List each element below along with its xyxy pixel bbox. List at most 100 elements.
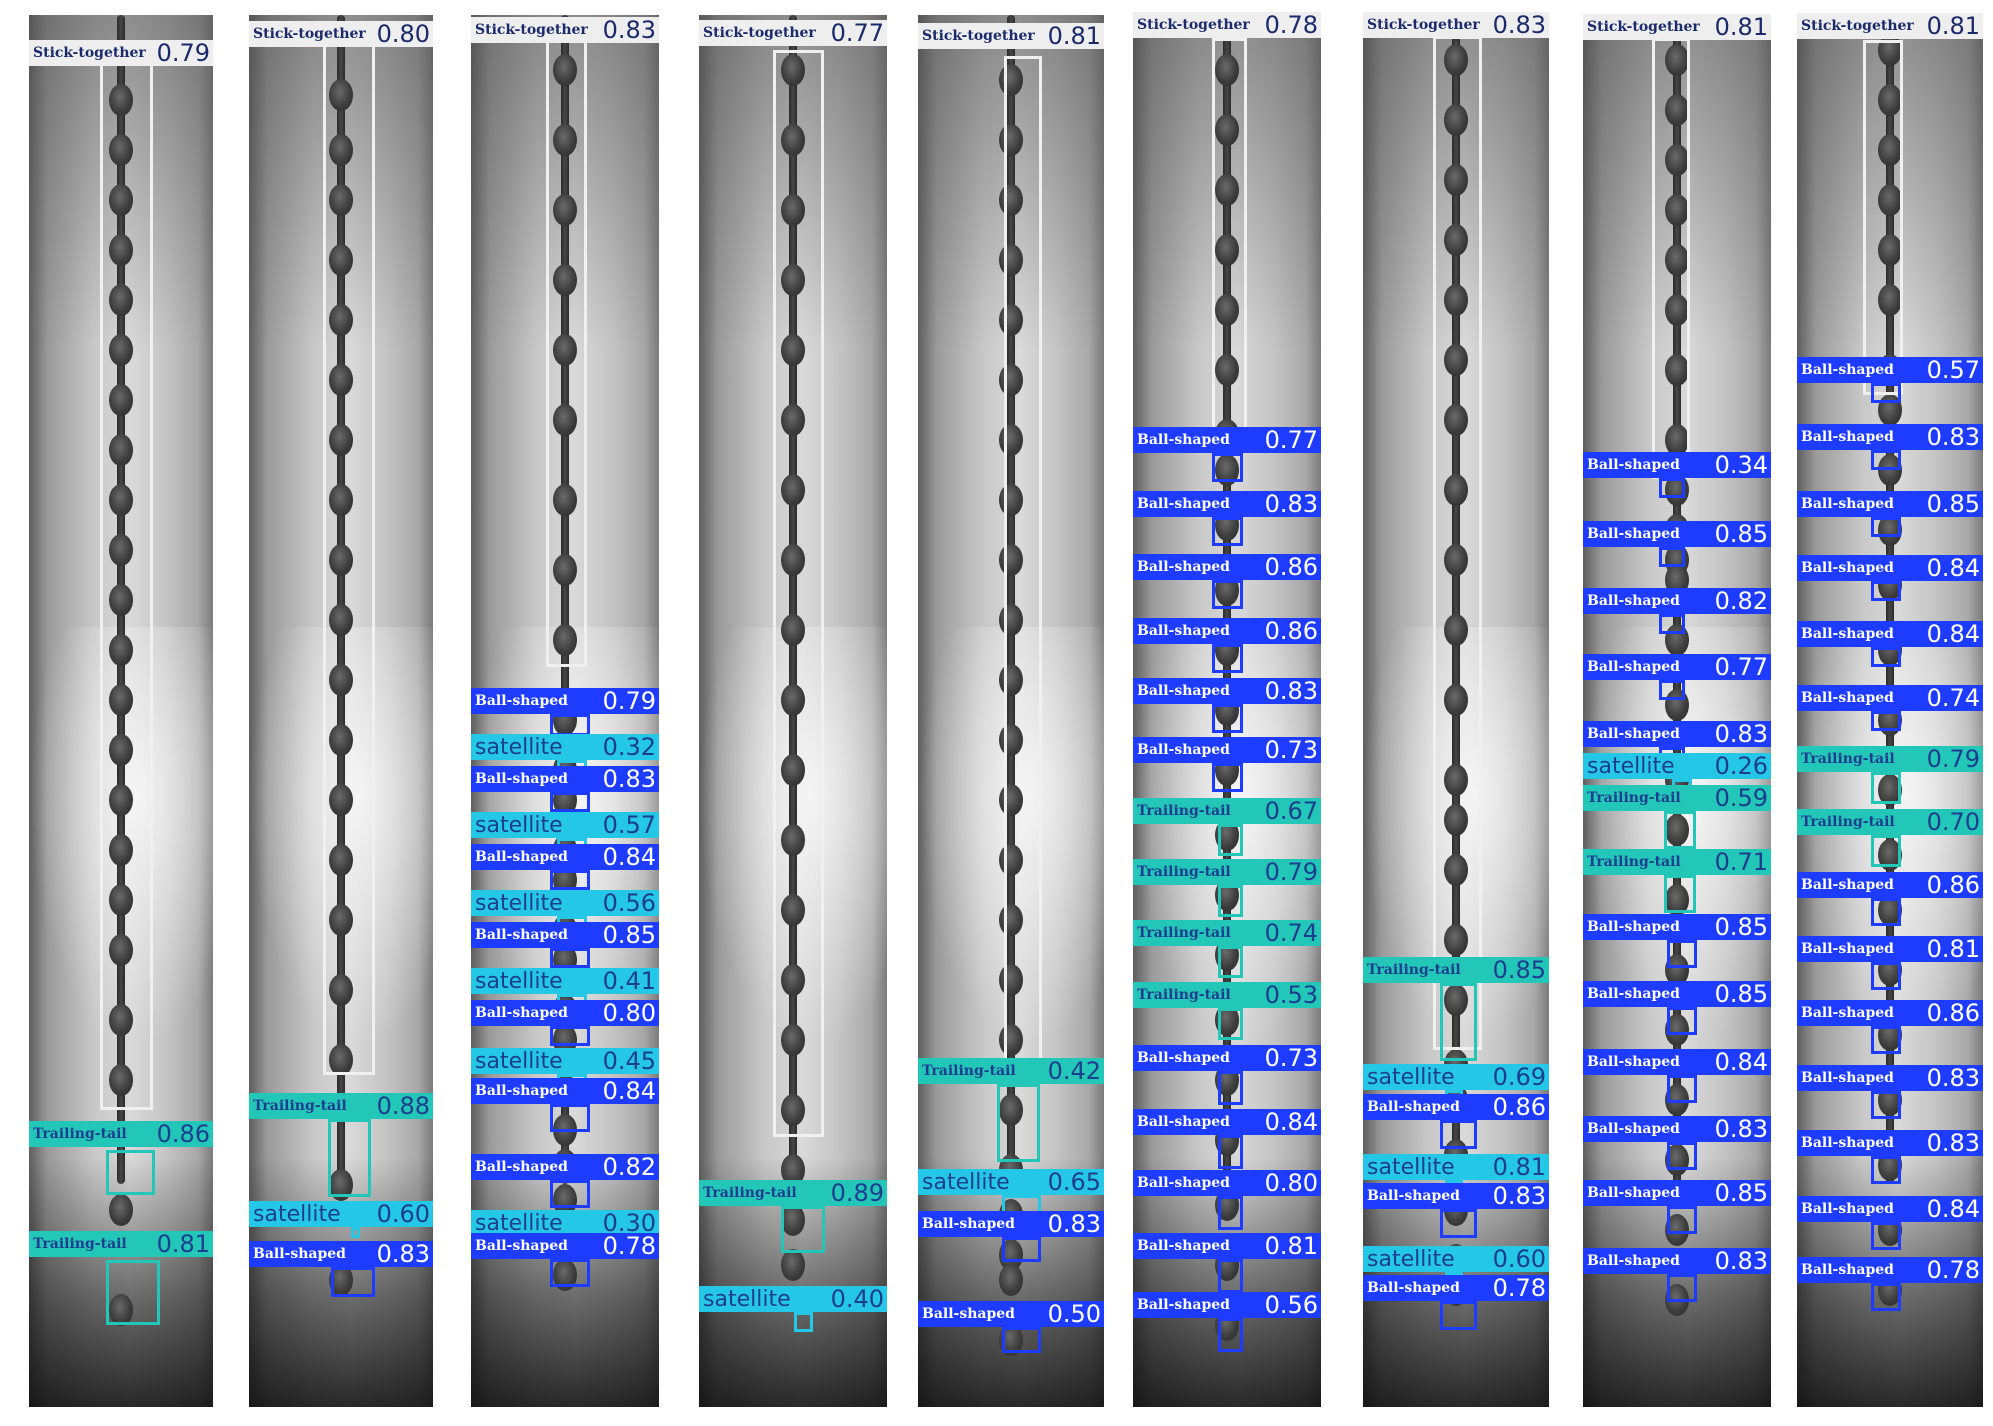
droplet	[109, 1194, 133, 1226]
detection-box-ball-shaped	[550, 948, 590, 968]
droplet	[1878, 34, 1902, 66]
droplet	[1444, 684, 1468, 716]
droplet	[1444, 764, 1468, 796]
detection-box-trailing-tail	[1871, 835, 1901, 867]
class-name: Ball-shaped	[1137, 1238, 1230, 1254]
droplet	[781, 894, 805, 926]
detection-box-ball-shaped	[1667, 1142, 1697, 1170]
class-name: Ball-shaped	[1801, 1135, 1894, 1151]
detection-box-ball-shaped	[550, 1104, 590, 1132]
detection-box-trailing-tail	[328, 1119, 371, 1197]
detection-box-satellite	[351, 1227, 360, 1238]
droplet	[781, 264, 805, 296]
confidence-score: 0.83	[602, 17, 656, 43]
class-name: Stick-together	[1801, 18, 1914, 34]
confidence-score: 0.50	[1047, 1301, 1101, 1327]
confidence-score: 0.81	[1714, 14, 1768, 40]
detection-label: Ball-shaped 0.80	[1133, 1170, 1321, 1196]
confidence-score: 0.59	[1714, 785, 1768, 811]
detection-box-ball-shaped	[1871, 1283, 1901, 1311]
detection-label: Stick-together 0.80	[249, 21, 433, 47]
confidence-score: 0.79	[1264, 859, 1318, 885]
detection-label: Ball-shaped 0.74	[1797, 685, 1983, 711]
detection-label: satellite 0.32	[471, 734, 659, 760]
detection-box-stick-together	[546, 34, 587, 667]
confidence-score: 0.74	[1926, 685, 1980, 711]
droplet	[1444, 284, 1468, 316]
detection-label: Ball-shaped 0.86	[1133, 618, 1321, 644]
class-name: satellite	[1367, 1246, 1455, 1272]
droplet	[781, 1024, 805, 1056]
detection-box-ball-shaped	[1667, 1274, 1697, 1302]
class-name: satellite	[475, 1210, 563, 1236]
droplet	[999, 244, 1023, 276]
confidence-score: 0.85	[1714, 1180, 1768, 1206]
confidence-score: 0.83	[1926, 1130, 1980, 1156]
confidence-score: 0.60	[1492, 1246, 1546, 1272]
droplet	[1878, 284, 1902, 316]
droplet	[109, 84, 133, 116]
detection-label: Ball-shaped 0.83	[1797, 424, 1983, 450]
class-name: Ball-shaped	[1801, 496, 1894, 512]
detection-label: Ball-shaped 0.85	[471, 922, 659, 948]
detection-label: Ball-shaped 0.84	[1583, 1049, 1771, 1075]
detection-box-ball-shaped	[1002, 1327, 1041, 1353]
class-name: Ball-shaped	[1801, 626, 1894, 642]
droplet	[1215, 234, 1239, 266]
confidence-score: 0.73	[1264, 1045, 1318, 1071]
class-name: Ball-shaped	[475, 849, 568, 865]
droplet	[999, 484, 1023, 516]
droplet	[109, 784, 133, 816]
detection-box-ball-shaped	[1871, 1091, 1901, 1119]
detection-label: Stick-together 0.77	[699, 20, 887, 46]
droplet	[1215, 294, 1239, 326]
droplet	[999, 904, 1023, 936]
detection-label: Ball-shaped 0.83	[1583, 1116, 1771, 1142]
liquid-jet	[337, 15, 345, 1185]
detection-label: Ball-shaped 0.73	[1133, 737, 1321, 763]
detection-label: Ball-shaped 0.82	[471, 1154, 659, 1180]
confidence-score: 0.77	[1264, 427, 1318, 453]
detection-label: Trailing-tail 0.79	[1797, 746, 1983, 772]
droplet	[109, 834, 133, 866]
confidence-score: 0.81	[1047, 23, 1101, 49]
droplet	[781, 1249, 805, 1281]
class-name: Ball-shaped	[1801, 877, 1894, 893]
class-name: Stick-together	[33, 45, 146, 61]
droplet	[781, 474, 805, 506]
droplet	[999, 64, 1023, 96]
confidence-score: 0.81	[1926, 13, 1980, 39]
class-name: satellite	[475, 968, 563, 994]
confidence-score: 0.56	[1264, 1292, 1318, 1318]
droplet	[553, 264, 577, 296]
detection-box-ball-shaped	[1212, 580, 1243, 609]
detection-box-ball-shaped	[1659, 680, 1685, 700]
detection-label: Stick-together 0.81	[1797, 13, 1983, 39]
detection-box-ball-shaped	[1871, 711, 1901, 731]
detection-box-ball-shaped	[1659, 614, 1685, 634]
class-name: Ball-shaped	[1137, 496, 1230, 512]
class-name: Ball-shaped	[922, 1216, 1015, 1232]
detection-box-stick-together	[1433, 36, 1482, 1050]
detection-box-trailing-tail	[106, 1150, 155, 1195]
detection-label: Stick-together 0.83	[471, 17, 659, 43]
droplet	[553, 194, 577, 226]
droplet	[329, 974, 353, 1006]
droplet	[781, 194, 805, 226]
class-name: satellite	[253, 1201, 341, 1227]
detection-label: Ball-shaped 0.82	[1583, 588, 1771, 614]
confidence-score: 0.82	[602, 1154, 656, 1180]
class-name: Ball-shaped	[1587, 1185, 1680, 1201]
class-name: Ball-shaped	[1801, 1070, 1894, 1086]
detection-box-ball-shaped	[550, 870, 590, 890]
droplet	[329, 79, 353, 111]
droplet	[1444, 544, 1468, 576]
class-name: Trailing-tail	[703, 1185, 797, 1201]
class-name: Ball-shaped	[475, 1005, 568, 1021]
detection-box-ball-shaped	[1871, 898, 1901, 926]
confidence-score: 0.81	[1926, 936, 1980, 962]
detection-box-ball-shaped	[1667, 1075, 1697, 1103]
confidence-score: 0.79	[602, 688, 656, 714]
droplet	[1878, 84, 1902, 116]
class-name: Trailing-tail	[1137, 925, 1231, 941]
